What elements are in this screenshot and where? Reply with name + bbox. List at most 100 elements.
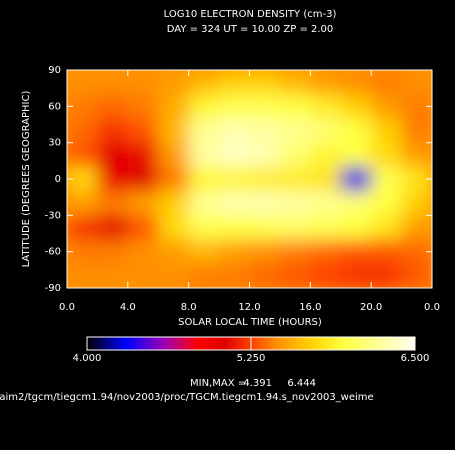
heat-cell	[127, 166, 159, 192]
heat-cell	[279, 94, 311, 119]
heat-cell	[188, 166, 220, 192]
heat-cell	[401, 70, 432, 95]
heat-cell	[158, 239, 190, 265]
y-tick-label: 60	[48, 101, 61, 112]
chart-title: LOG10 ELECTRON DENSITY (cm-3)	[164, 9, 337, 20]
heat-cell	[127, 70, 159, 95]
heat-cell	[371, 239, 403, 265]
x-tick-label: 8.0	[181, 302, 197, 313]
heat-cell	[127, 191, 159, 216]
y-tick-label: -90	[45, 283, 61, 294]
heat-cell	[310, 166, 342, 192]
heat-cell	[371, 70, 403, 95]
heat-cell	[188, 239, 220, 265]
heat-cell	[158, 191, 190, 216]
heat-cell	[67, 191, 98, 216]
heat-cell	[401, 118, 432, 144]
heat-cell	[249, 191, 281, 216]
colorbar-tick-label: 5.250	[237, 353, 266, 364]
heat-cell	[67, 118, 98, 144]
heat-cell	[340, 70, 372, 95]
heat-cell	[97, 70, 129, 95]
heat-cell	[158, 142, 190, 168]
heat-cell	[158, 94, 190, 119]
chart-subtitle: DAY = 324 UT = 10.00 ZP = 2.00	[167, 24, 334, 35]
heat-cell	[340, 215, 372, 241]
heat-cell	[340, 118, 372, 144]
heat-cell	[371, 263, 403, 288]
x-tick-label: 0.0	[424, 302, 440, 313]
heat-cell	[127, 239, 159, 265]
heat-cell	[340, 191, 372, 216]
heat-cell	[371, 118, 403, 144]
heat-cell	[219, 70, 250, 95]
heat-cell	[188, 118, 220, 144]
y-tick-label: -60	[45, 247, 61, 258]
heat-cell	[279, 215, 311, 241]
heat-cell	[188, 191, 220, 216]
heat-cell	[279, 142, 311, 168]
heat-cell	[97, 191, 129, 216]
heat-cell	[188, 215, 220, 241]
heat-cell	[158, 215, 190, 241]
heat-cell	[219, 215, 250, 241]
heat-cell	[310, 70, 342, 95]
heat-cell	[219, 142, 250, 168]
heat-cell	[67, 215, 98, 241]
heat-cell	[127, 263, 159, 288]
heat-cell	[310, 94, 342, 119]
heat-cell	[67, 263, 98, 288]
heat-cell	[340, 142, 372, 168]
heat-cell	[127, 142, 159, 168]
heat-cell	[340, 239, 372, 265]
y-axis-label: LATITUDE (DEGREES GEOGRAPHIC)	[21, 91, 32, 268]
heat-cell	[371, 166, 403, 192]
colorbar-tick-label: 6.500	[401, 353, 430, 364]
heat-cell	[340, 263, 372, 288]
heat-cell	[219, 94, 250, 119]
heat-cell	[310, 239, 342, 265]
heat-cell	[249, 166, 281, 192]
max-value: 6.444	[287, 378, 316, 389]
x-tick-label: 4.0	[120, 302, 136, 313]
heat-cell	[371, 215, 403, 241]
x-tick-label: 16.0	[299, 302, 321, 313]
heat-cell	[279, 166, 311, 192]
heat-cell	[401, 142, 432, 168]
heat-cell	[127, 94, 159, 119]
heatmap-area	[67, 70, 432, 288]
heat-cell	[310, 118, 342, 144]
heat-cell	[401, 191, 432, 216]
heat-cell	[249, 70, 281, 95]
heat-cell	[279, 239, 311, 265]
heat-cell	[219, 239, 250, 265]
axes: 0.0 4.0 8.0 12.0 16.0 20.0 0.0 -90 -60 -30 0 30 60 90	[45, 65, 440, 313]
heat-cell	[188, 70, 220, 95]
y-tick-label: -30	[45, 210, 61, 221]
heat-cell	[97, 118, 129, 144]
heat-cell	[97, 263, 129, 288]
heat-cell	[158, 263, 190, 288]
heat-cell	[310, 142, 342, 168]
heat-cell	[219, 191, 250, 216]
file-path: /aim2/tgcm/tiegcm1.94/nov2003/proc/TGCM.…	[0, 392, 374, 403]
heat-cell	[249, 263, 281, 288]
heat-cell	[97, 215, 129, 241]
heat-cell	[219, 118, 250, 144]
colorbar-tick-label: 4.000	[73, 353, 102, 364]
y-tick-label: 90	[48, 65, 61, 76]
heat-cell	[67, 70, 98, 95]
heat-cell	[127, 215, 159, 241]
heat-cell	[67, 142, 98, 168]
heat-cell	[279, 263, 311, 288]
min-max-label: MIN,MAX =	[190, 378, 246, 389]
heat-cell	[310, 215, 342, 241]
heat-cell	[97, 239, 129, 265]
heat-cell	[188, 263, 220, 288]
heat-cell	[401, 215, 432, 241]
heat-cell	[97, 166, 129, 192]
heatmap-cells	[67, 70, 432, 288]
heat-cell	[310, 191, 342, 216]
